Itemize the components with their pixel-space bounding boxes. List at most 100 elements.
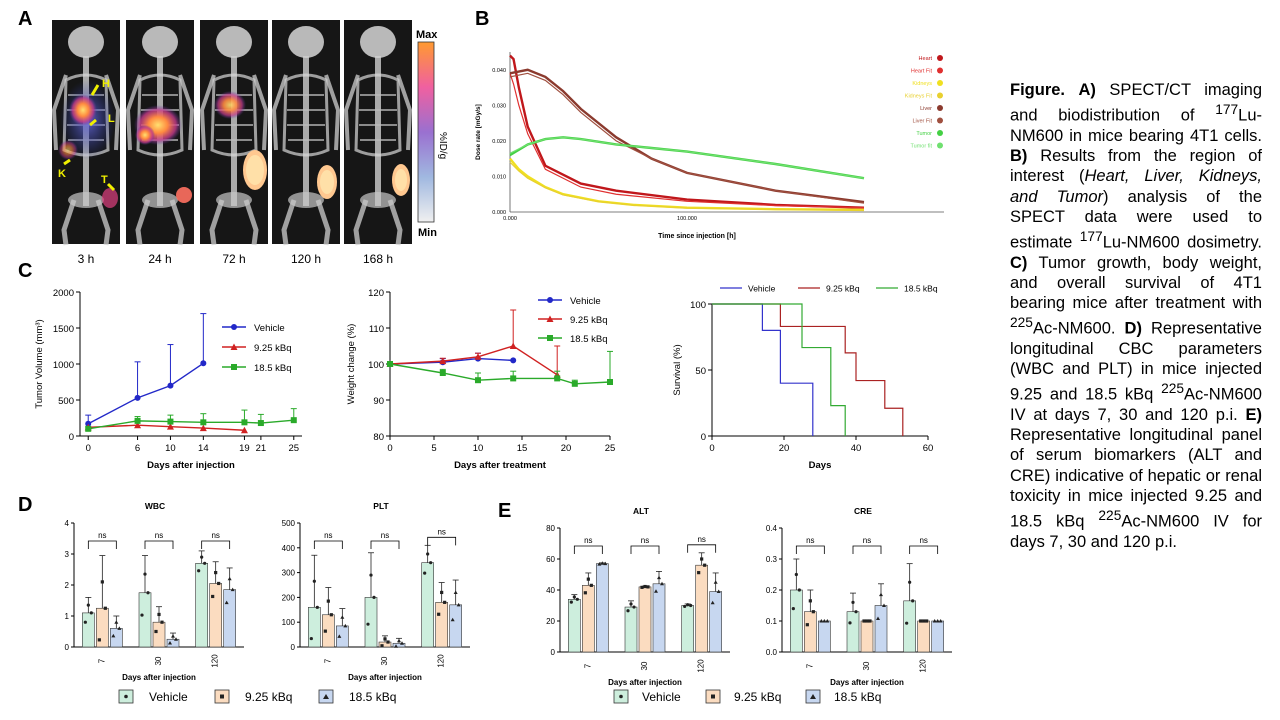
chart-title: WBC bbox=[145, 501, 165, 511]
data-dot bbox=[171, 634, 175, 638]
legend-item-2: 18.5 kBq bbox=[538, 334, 608, 345]
data-dot bbox=[640, 585, 644, 589]
data-dot bbox=[154, 629, 158, 634]
x-tick-label: 30 bbox=[862, 661, 871, 670]
data-dot bbox=[654, 589, 658, 593]
y-tick-label: 20 bbox=[546, 617, 555, 626]
chart-title: ALT bbox=[633, 506, 650, 516]
chart-title: CRE bbox=[854, 506, 872, 516]
y-tick-label: 0 bbox=[291, 643, 296, 652]
spect-panel-72h bbox=[200, 20, 268, 245]
bar bbox=[209, 583, 222, 648]
data-dot bbox=[397, 638, 401, 643]
bar bbox=[449, 604, 462, 648]
bar bbox=[804, 611, 817, 653]
colorbar-max: Max bbox=[416, 29, 438, 41]
x-tick-label: 6 bbox=[135, 443, 140, 454]
series-tumor-fit bbox=[509, 136, 865, 179]
bar bbox=[818, 620, 831, 653]
data-dot bbox=[825, 619, 830, 623]
legend-label: 18.5 kBq bbox=[570, 334, 608, 345]
x-tick-label: 10 bbox=[473, 443, 484, 454]
data-dot bbox=[851, 600, 855, 604]
panel-letter-b: B bbox=[475, 8, 490, 30]
data-dot bbox=[862, 619, 866, 623]
colorbar-unit: %ID/g bbox=[437, 132, 448, 159]
svg-text:18.5 kBq: 18.5 kBq bbox=[349, 690, 396, 704]
legend-dot bbox=[937, 92, 943, 99]
x-tick-label: 0 bbox=[387, 443, 392, 454]
bar bbox=[652, 583, 666, 653]
data-dot bbox=[140, 613, 144, 617]
data-point bbox=[240, 426, 248, 434]
y-tick-label: 0 bbox=[69, 432, 74, 443]
x-axis-label: Days after injection bbox=[830, 678, 904, 687]
data-point bbox=[554, 375, 561, 382]
data-point bbox=[199, 424, 207, 432]
y-tick-label: 0.030 bbox=[492, 103, 506, 109]
survival-chart: 0 50 100 0 20 40 60 Days Survival (%) Vehicle 9.25… bbox=[672, 284, 938, 472]
x-tick-label: 0 bbox=[86, 443, 91, 454]
significance-label: ns bbox=[806, 536, 814, 545]
x-tick-label: 60 bbox=[923, 443, 934, 454]
legend-label: 18.5 kBq bbox=[254, 363, 292, 374]
data-dot bbox=[197, 569, 201, 573]
legend-label: Tumor bbox=[916, 131, 932, 137]
bar bbox=[709, 591, 722, 653]
data-dot bbox=[423, 571, 427, 575]
y-tick-label: 0.000 bbox=[492, 210, 506, 216]
bar bbox=[917, 620, 930, 653]
legend-dot bbox=[937, 130, 943, 136]
bar bbox=[82, 612, 95, 648]
significance-bracket bbox=[87, 540, 117, 549]
x-tick-label: 40 bbox=[851, 443, 862, 454]
bar bbox=[638, 586, 652, 653]
data-dot bbox=[868, 619, 872, 623]
data-dot bbox=[86, 603, 90, 607]
legend-label-2: 18.5 kBq bbox=[904, 284, 938, 294]
spect-panel-24h bbox=[126, 20, 194, 245]
bar bbox=[695, 564, 708, 653]
group-30: ns 30 bbox=[138, 531, 180, 665]
series-2 bbox=[712, 303, 846, 436]
x-tick-label: 25 bbox=[605, 443, 616, 454]
data-dot bbox=[83, 620, 87, 624]
data-dot bbox=[805, 623, 809, 627]
data-dot bbox=[326, 599, 330, 603]
data-point bbox=[241, 419, 248, 426]
legend-e-vehicle: Vehicle bbox=[613, 689, 681, 704]
data-dot bbox=[716, 589, 721, 594]
x-tick-label: 30 bbox=[380, 656, 389, 665]
x-axis-label: Days after injection bbox=[608, 678, 682, 687]
data-dot bbox=[456, 602, 461, 607]
data-dot bbox=[710, 600, 715, 605]
data-dot bbox=[369, 573, 373, 577]
data-dot bbox=[626, 609, 630, 613]
data-dot bbox=[437, 612, 441, 616]
legend-label-1: 9.25 kBq bbox=[826, 284, 860, 294]
data-dot bbox=[683, 604, 687, 609]
legend-item-0: Vehicle bbox=[222, 323, 285, 334]
data-dot bbox=[882, 603, 886, 607]
y-tick-label: 300 bbox=[282, 569, 296, 578]
figure-caption: Figure. A) SPECT/CT imaging and biodistr… bbox=[1010, 81, 1262, 551]
data-dot bbox=[329, 613, 333, 617]
dose-rate-chart: 0.000 0.010 0.020 0.030 0.040 0.000 100.000 Tim… bbox=[475, 52, 944, 240]
y-tick-label: 0.4 bbox=[766, 524, 778, 533]
data-dot bbox=[146, 591, 150, 595]
data-dot bbox=[450, 617, 455, 622]
data-dot bbox=[394, 644, 398, 648]
caption-a-label: A) bbox=[1078, 81, 1096, 99]
data-dot bbox=[224, 600, 229, 605]
group-30: ns 30 bbox=[364, 531, 406, 665]
legend-marker bbox=[231, 324, 237, 330]
y-tick-label: 500 bbox=[58, 396, 74, 407]
y-tick-label: 0 bbox=[65, 643, 70, 652]
data-dot bbox=[312, 579, 316, 583]
y-tick-label: 0.010 bbox=[492, 174, 506, 180]
series-line bbox=[88, 424, 245, 431]
x-tick-label: 7 bbox=[323, 658, 332, 663]
bar bbox=[364, 597, 378, 648]
significance-bracket bbox=[795, 545, 825, 554]
x-axis-label: Days bbox=[809, 460, 832, 471]
